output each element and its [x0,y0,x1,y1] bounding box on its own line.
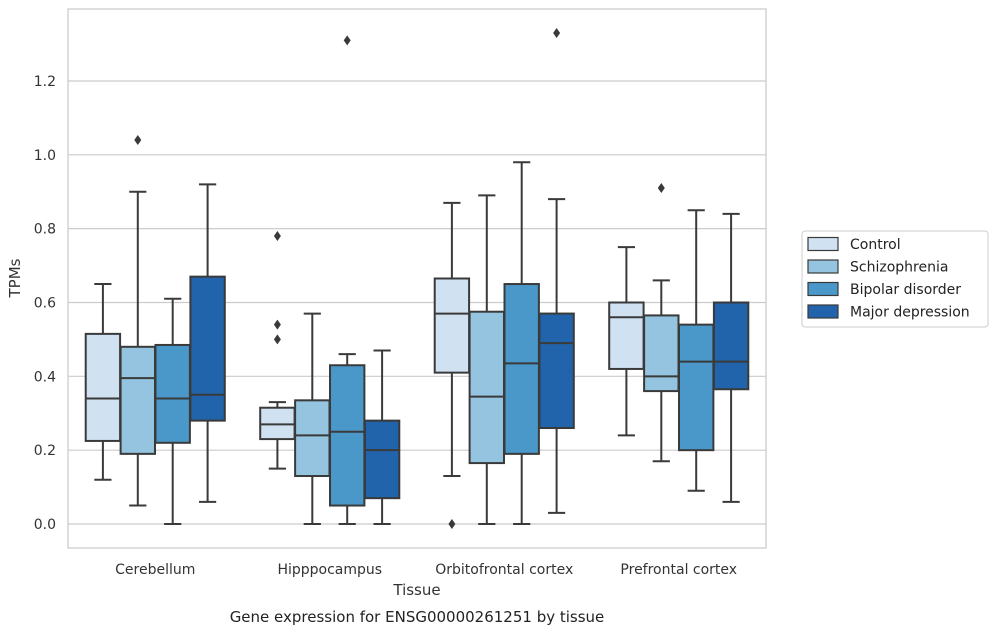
plot-frame [67,8,767,549]
y-tick-label: 0.6 [34,295,56,311]
y-tick-label: 1.0 [34,148,56,164]
legend-label: Control [850,237,901,253]
y-tick-labels: 0.0 0.2 0.4 0.6 0.8 1.0 1.2 [34,74,56,533]
box-3-1 [643,183,680,463]
iqr-box [154,343,191,444]
box-0-1 [119,135,156,507]
box-2-0 [433,201,471,530]
box-2-3 [538,27,575,514]
x-tick-label: Hipppocampus [277,562,382,578]
x-axis-label: Tissue [392,581,440,599]
legend-frame [801,230,989,328]
outlier-point [343,35,351,46]
iqr-box [643,314,680,393]
iqr-box [119,345,156,455]
box-3-2 [678,209,715,492]
y-tick-label: 0.2 [34,443,56,459]
legend-swatch [807,281,839,297]
outlier-point [273,334,281,345]
iqr-box [329,364,366,507]
x-tick-label: Orbitofrontal cortex [435,562,573,578]
y-axis-label: TPMs [6,258,24,298]
x-tick-label: Cerebellum [115,562,195,578]
legend-swatch [807,259,839,274]
box-1-3 [363,349,401,526]
iqr-box [538,312,575,430]
box-2-1 [468,194,505,526]
x-tick-labels: Cerebellum Hipppocampus Orbitofrontal cort… [115,562,737,578]
box-1-2 [329,35,366,526]
legend-items: Control Schizophrenia Bipolar disorder Majo… [807,236,970,321]
box-0-3 [189,183,226,503]
box-1-0 [259,231,296,470]
iqr-box [468,310,505,465]
box-2-2 [503,161,540,526]
y-tick-label: 1.2 [34,74,56,90]
y-tick-label: 0.4 [34,369,56,385]
iqr-box [189,275,226,422]
outlier-point [553,27,561,38]
legend-label: Bipolar disorder [850,282,961,298]
iqr-box [363,419,401,500]
y-tick-label: 0.8 [34,222,56,238]
iqr-box [433,277,471,374]
box-layer [84,27,750,530]
outlier-point [273,319,281,330]
x-tick-label: Prefrontal cortex [620,562,737,578]
legend-label: Major depression [850,305,970,321]
box-1-1 [294,312,331,526]
box-3-0 [608,246,645,437]
iqr-box [294,399,331,478]
iqr-box [678,323,715,452]
outlier-point [448,519,456,530]
legend-swatch [807,236,839,252]
outlier-point [134,135,142,146]
legend-swatch [807,304,839,319]
box-0-0 [84,283,122,481]
outlier-point [273,231,281,242]
legend: Control Schizophrenia Bipolar disorder Majo… [801,230,989,328]
box-3-3 [712,212,750,503]
legend-label: Schizophrenia [850,260,948,276]
box-0-2 [154,297,191,526]
iqr-box [503,283,540,455]
y-tick-label: 0.0 [34,517,56,533]
iqr-box [84,332,122,442]
chart-caption: Gene expression for ENSG00000261251 by t… [230,608,605,626]
iqr-box [608,301,645,370]
outlier-point [657,183,665,194]
iqr-box [712,301,750,391]
